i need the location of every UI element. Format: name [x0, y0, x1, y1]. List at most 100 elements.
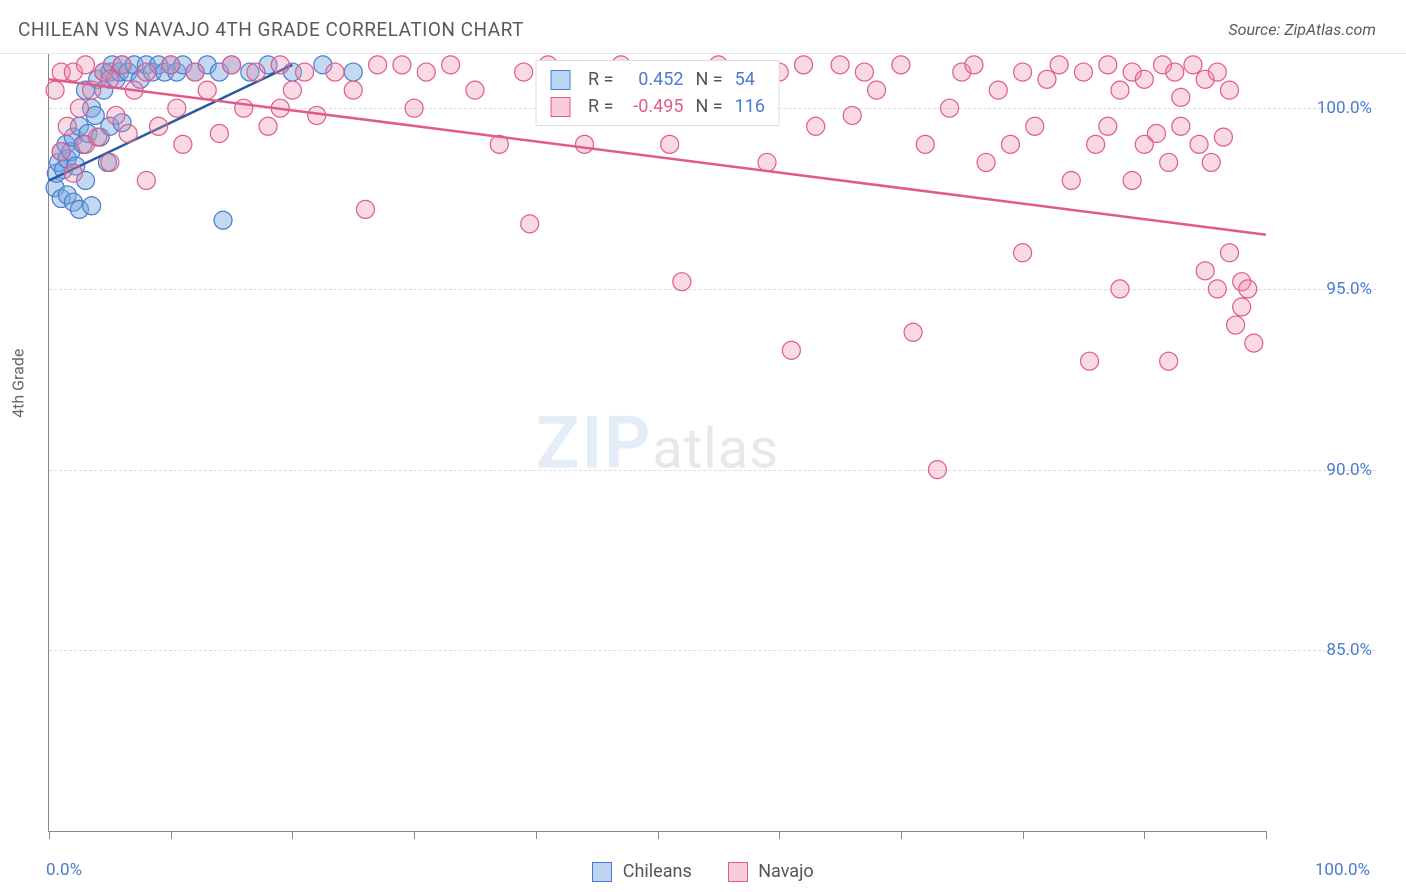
data-point-navajo — [101, 153, 119, 171]
data-point-navajo — [89, 128, 107, 146]
data-point-navajo — [1099, 117, 1117, 135]
data-point-navajo — [795, 56, 813, 74]
legend-swatch — [550, 97, 570, 117]
data-point-navajo — [1172, 88, 1190, 106]
data-point-navajo — [1220, 244, 1238, 262]
data-point-navajo — [758, 153, 776, 171]
data-point-navajo — [1160, 352, 1178, 370]
x-tick — [292, 831, 293, 839]
data-point-navajo — [356, 200, 374, 218]
data-point-navajo — [1081, 352, 1099, 370]
data-point-navajo — [247, 63, 265, 81]
data-point-navajo — [521, 215, 539, 233]
data-point-navajo — [1050, 56, 1068, 74]
y-tick-label: 85.0% — [1326, 640, 1372, 660]
data-point-navajo — [807, 117, 825, 135]
data-point-navajo — [259, 117, 277, 135]
data-point-navajo — [855, 63, 873, 81]
data-point-navajo — [1239, 280, 1257, 298]
data-point-navajo — [1062, 171, 1080, 189]
data-point-navajo — [1227, 316, 1245, 334]
data-point-navajo — [150, 117, 168, 135]
data-point-navajo — [77, 56, 95, 74]
data-point-navajo — [296, 63, 314, 81]
data-point-navajo — [466, 81, 484, 99]
data-point-navajo — [46, 81, 64, 99]
x-tick — [414, 831, 415, 839]
legend-swatch — [728, 862, 748, 882]
data-point-navajo — [1160, 153, 1178, 171]
data-point-navajo — [1111, 81, 1129, 99]
x-tick — [171, 831, 172, 839]
data-point-navajo — [107, 106, 125, 124]
data-point-navajo — [186, 63, 204, 81]
data-point-navajo — [344, 81, 362, 99]
data-point-navajo — [137, 171, 155, 189]
data-point-navajo — [989, 81, 1007, 99]
data-point-navajo — [64, 164, 82, 182]
data-point-navajo — [1074, 63, 1092, 81]
data-point-navajo — [369, 56, 387, 74]
x-tick — [901, 831, 902, 839]
legend-label: Chileans — [623, 861, 692, 882]
r-value: 0.452 — [625, 66, 683, 93]
data-point-navajo — [904, 323, 922, 341]
data-point-navajo — [673, 273, 691, 291]
data-point-navajo — [283, 81, 301, 99]
data-point-navajo — [1026, 117, 1044, 135]
x-tick — [779, 831, 780, 839]
chart-header: CHILEAN VS NAVAJO 4TH GRADE CORRELATION … — [0, 0, 1406, 54]
scatter-svg — [49, 54, 1266, 831]
data-point-navajo — [965, 56, 983, 74]
data-point-navajo — [58, 117, 76, 135]
data-point-navajo — [162, 56, 180, 74]
data-point-navajo — [442, 56, 460, 74]
data-point-navajo — [1166, 63, 1184, 81]
x-tick — [658, 831, 659, 839]
x-tick — [1023, 831, 1024, 839]
r-value: -0.495 — [625, 93, 683, 120]
data-point-chileans — [344, 63, 362, 81]
y-tick-label: 90.0% — [1326, 460, 1372, 480]
r-label: R = — [588, 66, 613, 93]
data-point-navajo — [1014, 63, 1032, 81]
data-point-navajo — [941, 99, 959, 117]
plot-area: ZIPatlas R =0.452N =54R =-0.495N =116 — [48, 54, 1266, 832]
data-point-navajo — [210, 125, 228, 143]
data-point-navajo — [515, 63, 533, 81]
data-point-chileans — [83, 197, 101, 215]
data-point-navajo — [223, 56, 241, 74]
data-point-navajo — [198, 81, 216, 99]
chart-source: Source: ZipAtlas.com — [1228, 20, 1376, 39]
legend-row: R =-0.495N =116 — [550, 93, 765, 120]
data-point-navajo — [417, 63, 435, 81]
data-point-navajo — [1214, 128, 1232, 146]
data-point-navajo — [326, 63, 344, 81]
y-tick-label: 95.0% — [1326, 279, 1372, 299]
data-point-navajo — [393, 56, 411, 74]
data-point-navajo — [174, 135, 192, 153]
data-point-navajo — [1184, 56, 1202, 74]
n-label: N = — [695, 93, 722, 120]
data-point-navajo — [916, 135, 934, 153]
data-point-navajo — [661, 135, 679, 153]
data-point-navajo — [119, 125, 137, 143]
legend-item: Chileans — [592, 861, 691, 882]
series-legend: Chileans Navajo — [0, 861, 1406, 882]
data-point-navajo — [1190, 135, 1208, 153]
data-point-navajo — [113, 56, 131, 74]
x-tick — [49, 831, 50, 839]
data-point-navajo — [1038, 70, 1056, 88]
data-point-navajo — [977, 153, 995, 171]
data-point-navajo — [1172, 117, 1190, 135]
n-value: 116 — [735, 93, 765, 120]
data-point-navajo — [137, 63, 155, 81]
data-point-navajo — [1196, 262, 1214, 280]
data-point-navajo — [1111, 280, 1129, 298]
data-point-navajo — [831, 56, 849, 74]
legend-item: Navajo — [728, 861, 814, 882]
data-point-chileans — [214, 211, 232, 229]
data-point-navajo — [1123, 171, 1141, 189]
y-tick-label: 100.0% — [1317, 98, 1372, 118]
data-point-navajo — [892, 56, 910, 74]
